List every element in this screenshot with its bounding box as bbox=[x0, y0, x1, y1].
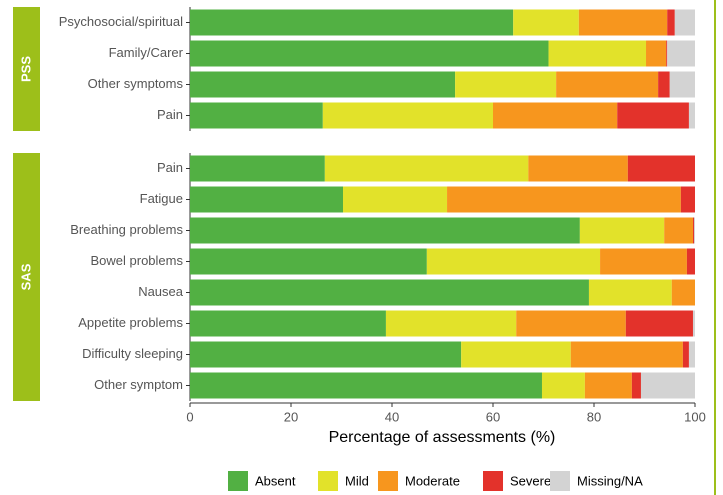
bar-segment bbox=[190, 217, 580, 244]
bar-segment bbox=[680, 186, 695, 213]
bar-segment bbox=[584, 372, 632, 399]
bar-segment bbox=[667, 40, 695, 67]
bar-segment bbox=[693, 217, 695, 244]
legend-swatch bbox=[483, 471, 503, 491]
y-tick-label: Psychosocial/spiritual bbox=[59, 14, 183, 29]
legend-label: Moderate bbox=[405, 473, 460, 488]
bar-segment bbox=[625, 310, 693, 337]
y-tick-label: Pain bbox=[157, 160, 183, 175]
x-tick-label: 100 bbox=[684, 409, 706, 424]
y-tick-label: Bowel problems bbox=[91, 253, 184, 268]
bar-segment bbox=[617, 102, 689, 129]
bar-segment bbox=[640, 372, 695, 399]
bar-segment bbox=[190, 248, 427, 275]
bar-segment bbox=[588, 279, 672, 306]
bar-segment bbox=[688, 102, 695, 129]
bar-segment bbox=[455, 71, 557, 98]
facet-strip bbox=[13, 153, 40, 401]
y-tick-label: Family/Carer bbox=[109, 45, 184, 60]
y-tick-label: Breathing problems bbox=[70, 222, 183, 237]
bar-segment bbox=[686, 248, 695, 275]
facet-label: PSS bbox=[18, 56, 33, 82]
bar-segment bbox=[322, 102, 493, 129]
bar-segment bbox=[190, 310, 386, 337]
bar-segment bbox=[692, 217, 694, 244]
bar-segment bbox=[190, 102, 323, 129]
bar-segment bbox=[516, 310, 626, 337]
bar-segment bbox=[190, 341, 462, 368]
legend-swatch bbox=[318, 471, 338, 491]
bar-segment bbox=[190, 9, 514, 36]
bar-segment bbox=[190, 186, 344, 213]
y-tick-label: Appetite problems bbox=[78, 315, 183, 330]
bar-segment bbox=[343, 186, 448, 213]
bar-segment bbox=[190, 279, 589, 306]
bar-segment bbox=[600, 248, 687, 275]
bar-segment bbox=[447, 186, 681, 213]
bar-segment bbox=[667, 9, 675, 36]
bar-segment bbox=[627, 155, 695, 182]
bar-segment bbox=[190, 71, 456, 98]
bar-segment bbox=[631, 372, 641, 399]
bar-segment bbox=[664, 217, 693, 244]
legend-label: Absent bbox=[255, 473, 296, 488]
legend-label: Mild bbox=[345, 473, 369, 488]
bar-segment bbox=[513, 9, 579, 36]
legend-swatch bbox=[378, 471, 398, 491]
legend-label: Severe bbox=[510, 473, 551, 488]
bar-segment bbox=[671, 279, 695, 306]
facet-label: SAS bbox=[18, 263, 33, 290]
bar-segment bbox=[682, 341, 689, 368]
bar-segment bbox=[646, 40, 667, 67]
legend-label: Missing/NA bbox=[577, 473, 643, 488]
legend-swatch bbox=[228, 471, 248, 491]
bar-segment bbox=[385, 310, 517, 337]
x-tick-label: 20 bbox=[284, 409, 298, 424]
x-axis-label: Percentage of assessments (%) bbox=[329, 429, 556, 446]
bar-segment bbox=[461, 341, 571, 368]
x-tick-label: 80 bbox=[587, 409, 601, 424]
bar-segment bbox=[578, 9, 668, 36]
y-tick-label: Fatigue bbox=[140, 191, 183, 206]
y-tick-label: Other symptom bbox=[94, 377, 183, 392]
bar-segment bbox=[190, 372, 542, 399]
bar-segment bbox=[324, 155, 529, 182]
x-tick-label: 60 bbox=[486, 409, 500, 424]
y-tick-label: Pain bbox=[157, 107, 183, 122]
x-tick-label: 40 bbox=[385, 409, 399, 424]
bar-segment bbox=[669, 71, 695, 98]
y-tick-label: Difficulty sleeping bbox=[82, 346, 183, 361]
bar-segment bbox=[528, 155, 628, 182]
y-tick-label: Other symptoms bbox=[88, 76, 184, 91]
y-tick-label: Nausea bbox=[138, 284, 184, 299]
bar-segment bbox=[190, 155, 325, 182]
bar-segment bbox=[570, 341, 683, 368]
bar-segment bbox=[666, 40, 668, 67]
legend-swatch bbox=[550, 471, 570, 491]
bar-segment bbox=[493, 102, 618, 129]
bar-segment bbox=[658, 71, 670, 98]
bar-segment bbox=[190, 40, 549, 67]
facet-strip bbox=[13, 7, 40, 131]
x-tick-label: 0 bbox=[186, 409, 193, 424]
bar-segment bbox=[548, 40, 647, 67]
bar-segment bbox=[674, 9, 695, 36]
bar-segment bbox=[426, 248, 601, 275]
bar-segment bbox=[541, 372, 585, 399]
bar-segment bbox=[688, 341, 695, 368]
bar-segment bbox=[556, 71, 659, 98]
bar-segment bbox=[579, 217, 665, 244]
bar-segment bbox=[692, 310, 695, 337]
